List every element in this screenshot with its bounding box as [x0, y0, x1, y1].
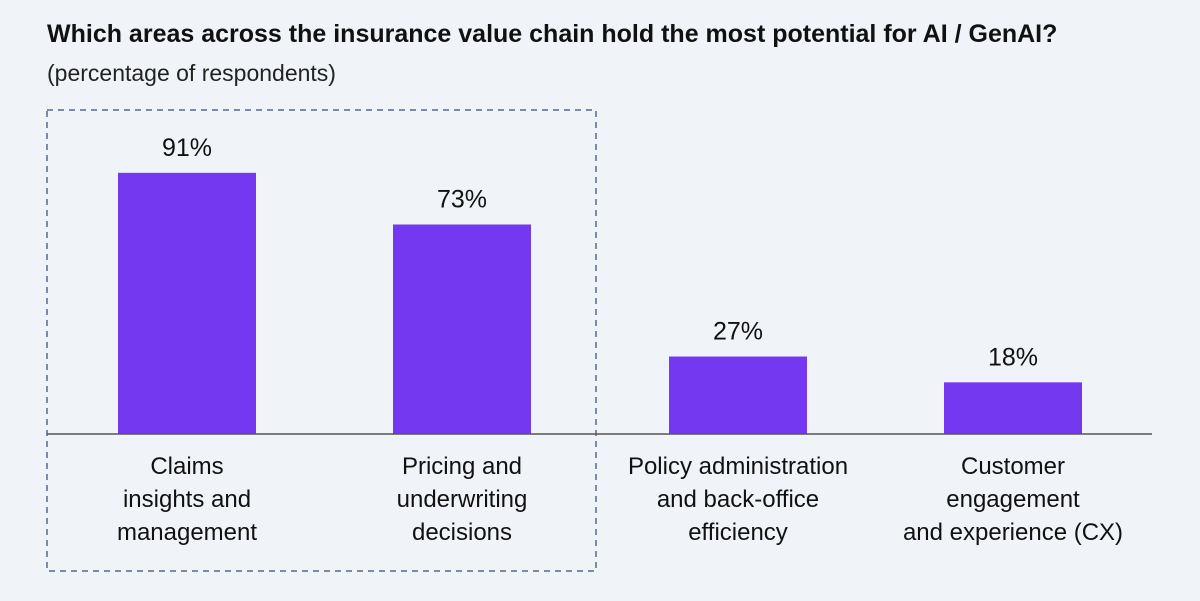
- category-label-line: Customer: [960, 453, 1066, 480]
- category-label-line: underwriting: [396, 486, 528, 513]
- category-label-1: Claims insights and management: [57, 450, 317, 549]
- category-label-line: and experience (CX): [902, 519, 1124, 546]
- data-label-2: 73%: [437, 185, 487, 213]
- category-label-line: engagement: [946, 486, 1080, 513]
- category-label-line: and back-office: [656, 486, 820, 513]
- data-label-1: 91%: [162, 134, 212, 162]
- data-label-3: 27%: [713, 318, 763, 346]
- category-label-line: Policy administration: [627, 453, 849, 480]
- category-label-2: Pricing and underwriting decisions: [332, 450, 592, 549]
- category-label-line: decisions: [411, 519, 513, 546]
- bar-1: [118, 172, 256, 434]
- data-label-4: 18%: [988, 343, 1038, 371]
- category-label-line: insights and: [122, 486, 252, 513]
- bar-2: [393, 224, 531, 434]
- bar-3: [669, 356, 807, 434]
- category-label-3: Policy administration and back-office effi…: [608, 450, 868, 549]
- category-label-line: efficiency: [688, 519, 788, 546]
- category-label-line: management: [116, 519, 258, 546]
- category-label-line: Pricing and: [401, 453, 523, 480]
- chart-subtitle: (percentage of respondents): [47, 60, 336, 86]
- bar-4: [944, 382, 1082, 434]
- category-label-line: Claims: [150, 453, 224, 480]
- category-label-4: Customer engagement and experience (CX): [883, 450, 1143, 549]
- chart-title: Which areas across the insurance value c…: [47, 20, 1058, 48]
